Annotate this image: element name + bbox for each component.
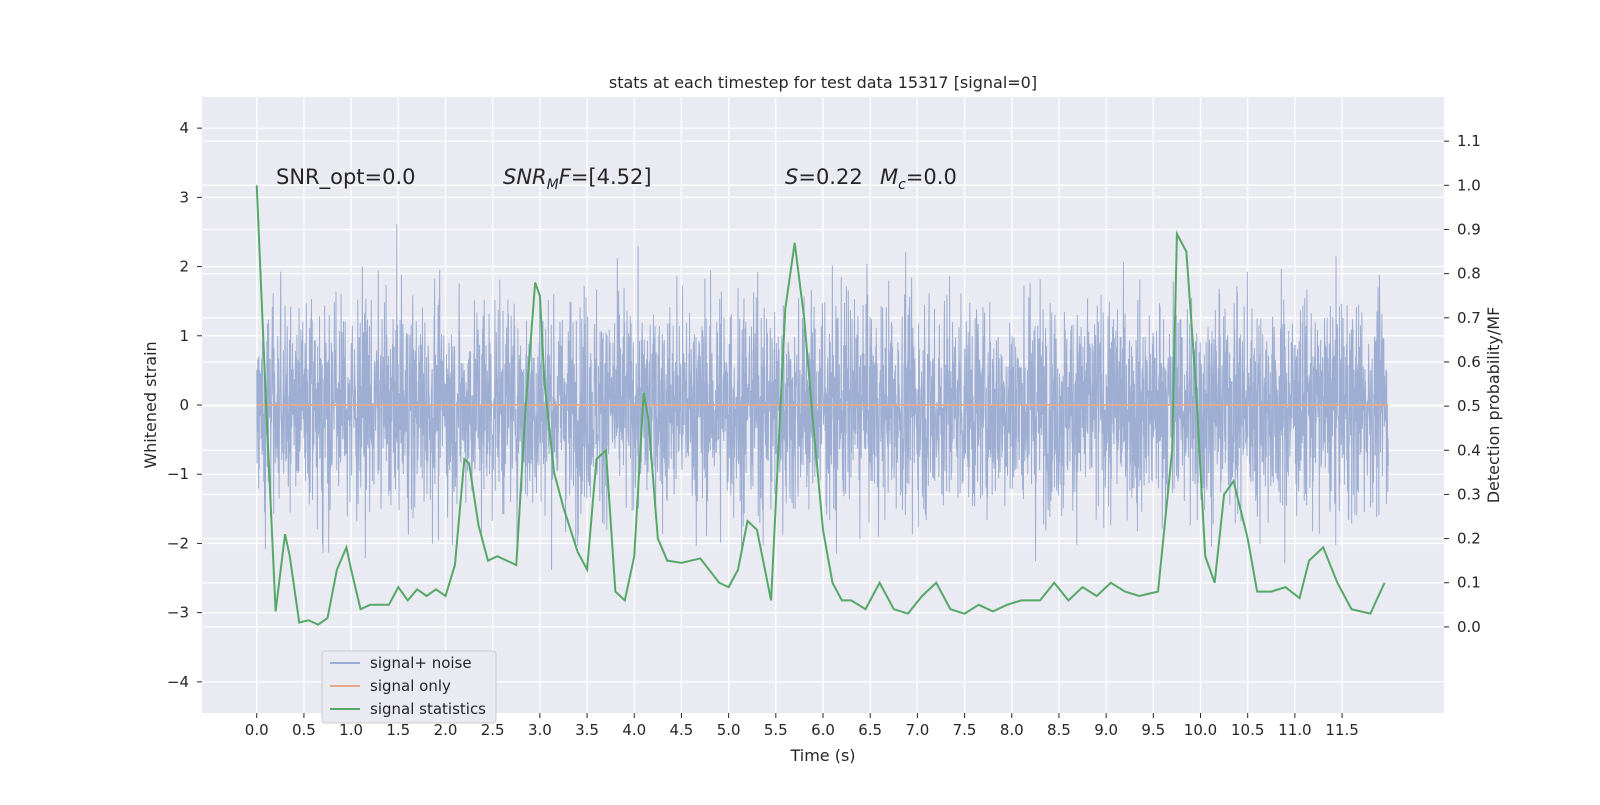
y-tick-label-right: 0.4 <box>1457 441 1481 459</box>
y-tick-label-right: 0.1 <box>1457 574 1481 592</box>
x-tick-label: 8.5 <box>1047 721 1071 739</box>
x-tick-label: 5.5 <box>764 721 788 739</box>
legend-label-signal-plus-noise: signal+ noise <box>370 654 472 672</box>
x-tick-label: 4.0 <box>622 721 646 739</box>
annotation-s: S=0.22 <box>785 165 863 189</box>
x-tick-label: 3.5 <box>575 721 599 739</box>
x-tick-label: 10.5 <box>1231 721 1264 739</box>
y-tick-label: −3 <box>167 604 189 622</box>
x-tick-label: 11.0 <box>1278 721 1311 739</box>
x-tick-label: 7.5 <box>953 721 977 739</box>
y-tick-label: 1 <box>179 327 189 345</box>
y-tick-label: 2 <box>179 258 189 276</box>
y-tick-label-right: 0.5 <box>1457 397 1481 415</box>
annotations: SNR_opt=0.0 SNRMF=[4.52] S=0.22 Mc=0.0 <box>276 165 957 193</box>
x-tick-label: 4.5 <box>670 721 694 739</box>
y-axis-label: Whitened strain <box>141 341 160 468</box>
signal-statistics-line <box>255 185 1386 626</box>
y-tick-label-right: 0.0 <box>1457 618 1481 636</box>
y-tick-label-right: 0.9 <box>1457 220 1481 238</box>
x-tick-label: 10.0 <box>1184 721 1217 739</box>
y-tick-label-right: 1.1 <box>1457 132 1481 150</box>
x-tick-label: 2.0 <box>434 721 458 739</box>
annotation-mc: Mc=0.0 <box>880 165 957 193</box>
y-tick-label-right: 0.3 <box>1457 485 1481 503</box>
y-tick-label: 4 <box>179 119 189 137</box>
legend-box <box>321 650 497 724</box>
x-tick-label: 8.0 <box>1000 721 1024 739</box>
x-tick-label: 6.0 <box>811 721 835 739</box>
x-tick-label: 7.0 <box>905 721 929 739</box>
x-tick-label: 0.5 <box>292 721 316 739</box>
y-tick-label-right: 1.0 <box>1457 176 1481 194</box>
chart-title: stats at each timestep for test data 153… <box>609 73 1037 92</box>
annotation-snr-opt: SNR_opt=0.0 <box>276 165 416 190</box>
x-tick-label: 2.5 <box>481 721 505 739</box>
y-tick-label: −1 <box>167 465 189 483</box>
series-signal-statistics <box>255 185 1386 626</box>
x-axis-label: Time (s) <box>789 746 855 765</box>
y-tick-label: −2 <box>167 534 189 552</box>
x-tick-label: 9.0 <box>1094 721 1118 739</box>
y-tick-label-right: 0.8 <box>1457 265 1481 283</box>
legend-label-signal-only: signal only <box>370 677 451 695</box>
x-tick-label: 3.0 <box>528 721 552 739</box>
x-tick-label: 0.0 <box>245 721 269 739</box>
legend: signal+ noise signal only signal statist… <box>321 650 497 724</box>
y-tick-label: −4 <box>167 673 189 691</box>
x-tick-label: 11.5 <box>1325 721 1358 739</box>
y-tick-label-right: 0.7 <box>1457 309 1481 327</box>
x-tick-label: 6.5 <box>858 721 882 739</box>
y-axis-label-right: Detection probability/MF <box>1484 307 1503 504</box>
ticks: 0.0 0.5 1.0 1.5 2.0 2.5 3.0 3.5 4.0 4.5 5.0 5.5 6.0 6… <box>167 119 1481 739</box>
y-tick-label-right: 0.6 <box>1457 353 1481 371</box>
x-tick-label: 1.0 <box>339 721 363 739</box>
legend-label-signal-statistics: signal statistics <box>370 700 486 718</box>
x-tick-label: 9.5 <box>1141 721 1165 739</box>
y-tick-label-right: 0.2 <box>1457 530 1481 548</box>
x-tick-label: 1.5 <box>386 721 410 739</box>
annotation-snr-mf: SNRMF=[4.52] <box>503 165 652 193</box>
x-tick-label: 5.0 <box>717 721 741 739</box>
y-tick-label: 0 <box>179 396 189 414</box>
y-tick-label: 3 <box>179 188 189 206</box>
